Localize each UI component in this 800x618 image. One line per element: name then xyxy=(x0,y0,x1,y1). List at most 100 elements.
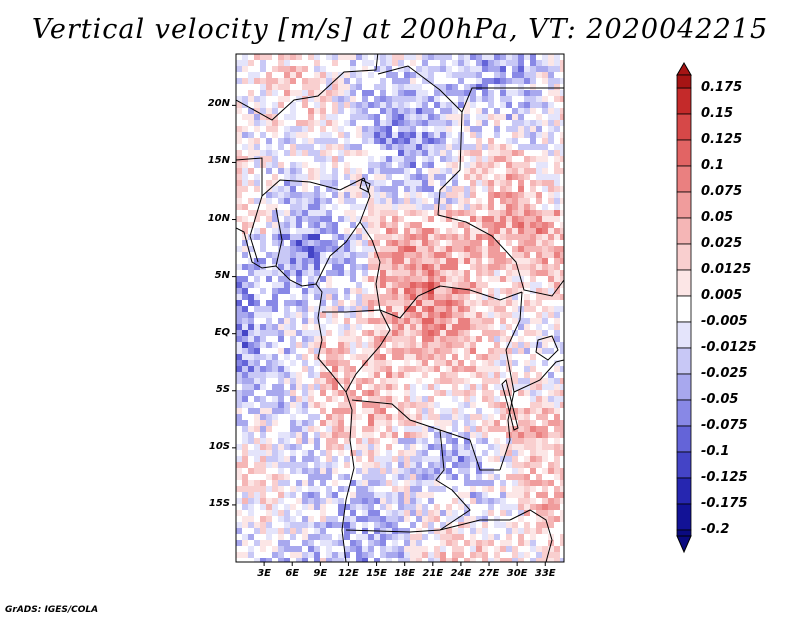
field-cell xyxy=(416,510,423,517)
field-cell xyxy=(338,450,345,457)
field-cell xyxy=(368,90,375,97)
field-cell xyxy=(248,282,255,289)
field-cell xyxy=(362,72,369,79)
field-cell xyxy=(542,336,549,343)
field-cell xyxy=(308,276,315,283)
field-cell xyxy=(362,546,369,553)
field-cell xyxy=(428,186,435,193)
field-cell xyxy=(338,420,345,427)
field-cell xyxy=(362,246,369,253)
field-cell xyxy=(470,414,477,421)
field-cell xyxy=(488,432,495,439)
field-cell xyxy=(326,180,333,187)
field-cell xyxy=(548,108,555,115)
field-cell xyxy=(332,408,339,415)
field-cell xyxy=(356,288,363,295)
field-cell xyxy=(404,102,411,109)
field-cell xyxy=(380,114,387,121)
field-cell xyxy=(446,66,453,73)
field-cell xyxy=(404,204,411,211)
field-cell xyxy=(404,180,411,187)
field-cell xyxy=(308,162,315,169)
field-cell xyxy=(428,438,435,445)
field-cell xyxy=(254,120,261,127)
field-cell xyxy=(344,168,351,175)
field-cell xyxy=(290,444,297,451)
field-cell xyxy=(458,186,465,193)
field-cell xyxy=(374,438,381,445)
field-cell xyxy=(314,552,321,559)
field-cell xyxy=(278,450,285,457)
field-cell xyxy=(272,474,279,481)
field-cell xyxy=(488,204,495,211)
field-cell xyxy=(380,444,387,451)
field-cell xyxy=(344,528,351,535)
field-cell xyxy=(374,204,381,211)
field-cell xyxy=(290,288,297,295)
field-cell xyxy=(266,312,273,319)
field-cell xyxy=(320,198,327,205)
field-cell xyxy=(428,204,435,211)
field-cell xyxy=(248,546,255,553)
field-cell xyxy=(536,492,543,499)
field-cell xyxy=(284,366,291,373)
field-cell xyxy=(242,396,249,403)
field-cell xyxy=(554,366,561,373)
field-cell xyxy=(368,462,375,469)
field-cell xyxy=(368,66,375,73)
field-cell xyxy=(446,264,453,271)
field-cell xyxy=(254,378,261,385)
field-cell xyxy=(512,558,519,562)
field-cell xyxy=(362,492,369,499)
field-cell xyxy=(254,342,261,349)
field-cell xyxy=(290,276,297,283)
field-cell xyxy=(542,330,549,337)
field-cell xyxy=(512,450,519,457)
field-cell xyxy=(464,366,471,373)
field-cell xyxy=(482,282,489,289)
field-cell xyxy=(260,396,267,403)
field-cell xyxy=(242,282,249,289)
field-cell xyxy=(374,360,381,367)
field-cell xyxy=(284,240,291,247)
field-cell xyxy=(302,492,309,499)
field-cell xyxy=(536,372,543,379)
field-cell xyxy=(284,222,291,229)
field-cell xyxy=(506,522,513,529)
field-cell xyxy=(518,318,525,325)
field-cell xyxy=(470,186,477,193)
field-cell xyxy=(290,480,297,487)
field-cell xyxy=(452,312,459,319)
field-cell xyxy=(362,66,369,73)
field-cell xyxy=(458,396,465,403)
field-cell xyxy=(344,444,351,451)
field-cell xyxy=(254,510,261,517)
field-cell xyxy=(548,336,555,343)
field-cell xyxy=(506,300,513,307)
field-cell xyxy=(374,420,381,427)
field-cell xyxy=(248,426,255,433)
field-cell xyxy=(380,396,387,403)
field-cell xyxy=(464,432,471,439)
field-cell xyxy=(260,144,267,151)
colorbar-label: -0.05 xyxy=(701,392,739,407)
field-cell xyxy=(272,510,279,517)
field-cell xyxy=(476,390,483,397)
field-cell xyxy=(506,102,513,109)
field-cell xyxy=(416,558,423,562)
field-cell xyxy=(332,426,339,433)
field-cell xyxy=(560,252,564,259)
field-cell xyxy=(452,174,459,181)
field-cell xyxy=(434,510,441,517)
field-cell xyxy=(338,180,345,187)
field-cell xyxy=(242,90,249,97)
colorbar-label: -0.175 xyxy=(701,496,748,511)
field-cell xyxy=(512,456,519,463)
field-cell xyxy=(314,246,321,253)
field-cell xyxy=(446,360,453,367)
field-cell xyxy=(458,150,465,157)
field-cell xyxy=(320,516,327,523)
field-cell xyxy=(470,126,477,133)
field-cell xyxy=(410,270,417,277)
field-cell xyxy=(428,492,435,499)
